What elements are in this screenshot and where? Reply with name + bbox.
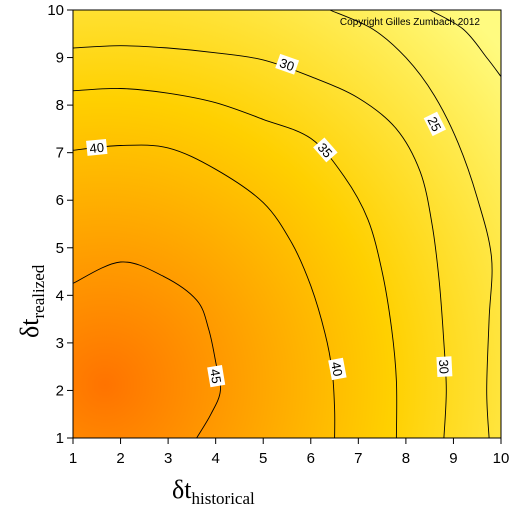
contour-label-40: 40 xyxy=(328,357,347,381)
contour-line-30 xyxy=(72,45,447,439)
y-tick-label: 6 xyxy=(56,192,64,209)
y-tick-label: 2 xyxy=(56,382,64,399)
y-tick-label: 1 xyxy=(56,430,64,447)
x-tick-label: 6 xyxy=(307,450,315,467)
contour-label-35: 35 xyxy=(313,137,338,163)
contour-label-text: 30 xyxy=(436,359,452,374)
y-tick-label: 9 xyxy=(56,50,64,67)
plot-area xyxy=(73,10,501,438)
x-tick-label: 3 xyxy=(164,450,172,467)
y-axis-title-subscript: realized xyxy=(29,264,48,318)
y-axis-title: δtrealized xyxy=(15,264,48,338)
contour-label-text: 25 xyxy=(424,114,444,134)
contour-line-25 xyxy=(329,9,493,439)
contour-label-text: 45 xyxy=(207,368,224,385)
x-tick-label: 8 xyxy=(402,450,410,467)
contour-label-text: 30 xyxy=(278,55,297,74)
contour-label-30: 30 xyxy=(436,356,453,378)
x-axis-title: δthistorical xyxy=(172,475,255,508)
y-tick-label: 3 xyxy=(56,335,64,352)
x-tick-label: 5 xyxy=(259,450,267,467)
contour-label-text: 40 xyxy=(328,361,345,378)
copyright-text: Copyright Gilles Zumbach 2012 xyxy=(340,17,481,28)
y-tick-label: 7 xyxy=(56,145,64,162)
contour-line-20 xyxy=(429,9,502,77)
contour-label-background xyxy=(423,111,447,137)
x-tick-label: 9 xyxy=(449,450,457,467)
contour-line-45 xyxy=(72,261,221,439)
x-tick-label: 10 xyxy=(493,450,510,467)
contour-label-40: 40 xyxy=(86,138,108,156)
x-axis-title-subscript: historical xyxy=(191,489,255,508)
plot-frame xyxy=(72,9,502,439)
contour-label-45: 45 xyxy=(207,365,226,388)
x-axis: 1 2 3 4 5 6 7 8 9 10 xyxy=(69,438,510,467)
x-axis-title-main: δt xyxy=(172,475,192,504)
y-axis-title-main: δt xyxy=(15,318,44,338)
x-tick-label: 7 xyxy=(354,450,362,467)
contour-label-background xyxy=(275,53,300,75)
contour-label-text: 40 xyxy=(89,140,105,156)
y-tick-label: 4 xyxy=(56,287,64,304)
y-tick-label: 8 xyxy=(56,97,64,114)
contour-label-background xyxy=(86,138,108,156)
x-tick-label: 1 xyxy=(69,450,77,467)
contour-label-25: 25 xyxy=(423,111,447,137)
contour-label-30: 30 xyxy=(275,53,300,75)
x-tick-label: 4 xyxy=(211,450,219,467)
contour-label-background xyxy=(328,357,347,381)
contour-labels: 45 40 40 35 30 30 25 xyxy=(86,53,453,388)
y-axis: 1 2 3 4 5 6 7 8 9 10 xyxy=(47,2,73,447)
x-tick-label: 2 xyxy=(116,450,124,467)
y-tick-label: 10 xyxy=(47,2,64,19)
y-tick-label: 5 xyxy=(56,240,64,257)
contour-label-background xyxy=(207,365,226,388)
contour-line-40 xyxy=(72,144,336,439)
contour-label-background xyxy=(436,356,453,378)
contour-label-background xyxy=(313,137,338,163)
